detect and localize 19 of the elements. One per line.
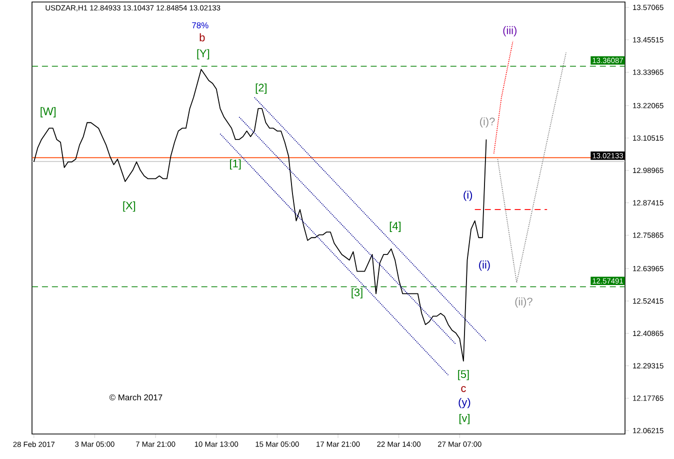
annotation: [v] (459, 414, 470, 424)
annotation: (i)? (480, 117, 495, 128)
annotation: [3] (352, 288, 362, 298)
annotation: 78% (192, 22, 208, 28)
annotation: [2] (256, 83, 266, 94)
annotation: (y) (458, 398, 470, 408)
annotation: (i) (464, 190, 472, 201)
annotation: [1] (230, 159, 241, 170)
annotation: (iii) (503, 26, 516, 36)
annotation: [X] (123, 201, 136, 212)
annotation: [5] (458, 370, 469, 380)
annotation: c (461, 386, 466, 392)
annotation: (ii) (479, 260, 490, 271)
annotation: b (200, 33, 205, 42)
annotation: (ii)? (515, 297, 532, 308)
annotation: © March 2017 (109, 394, 162, 400)
annotation: [W] (40, 107, 56, 118)
annotation: [4] (390, 222, 401, 232)
annotation: [Y] (197, 49, 210, 60)
